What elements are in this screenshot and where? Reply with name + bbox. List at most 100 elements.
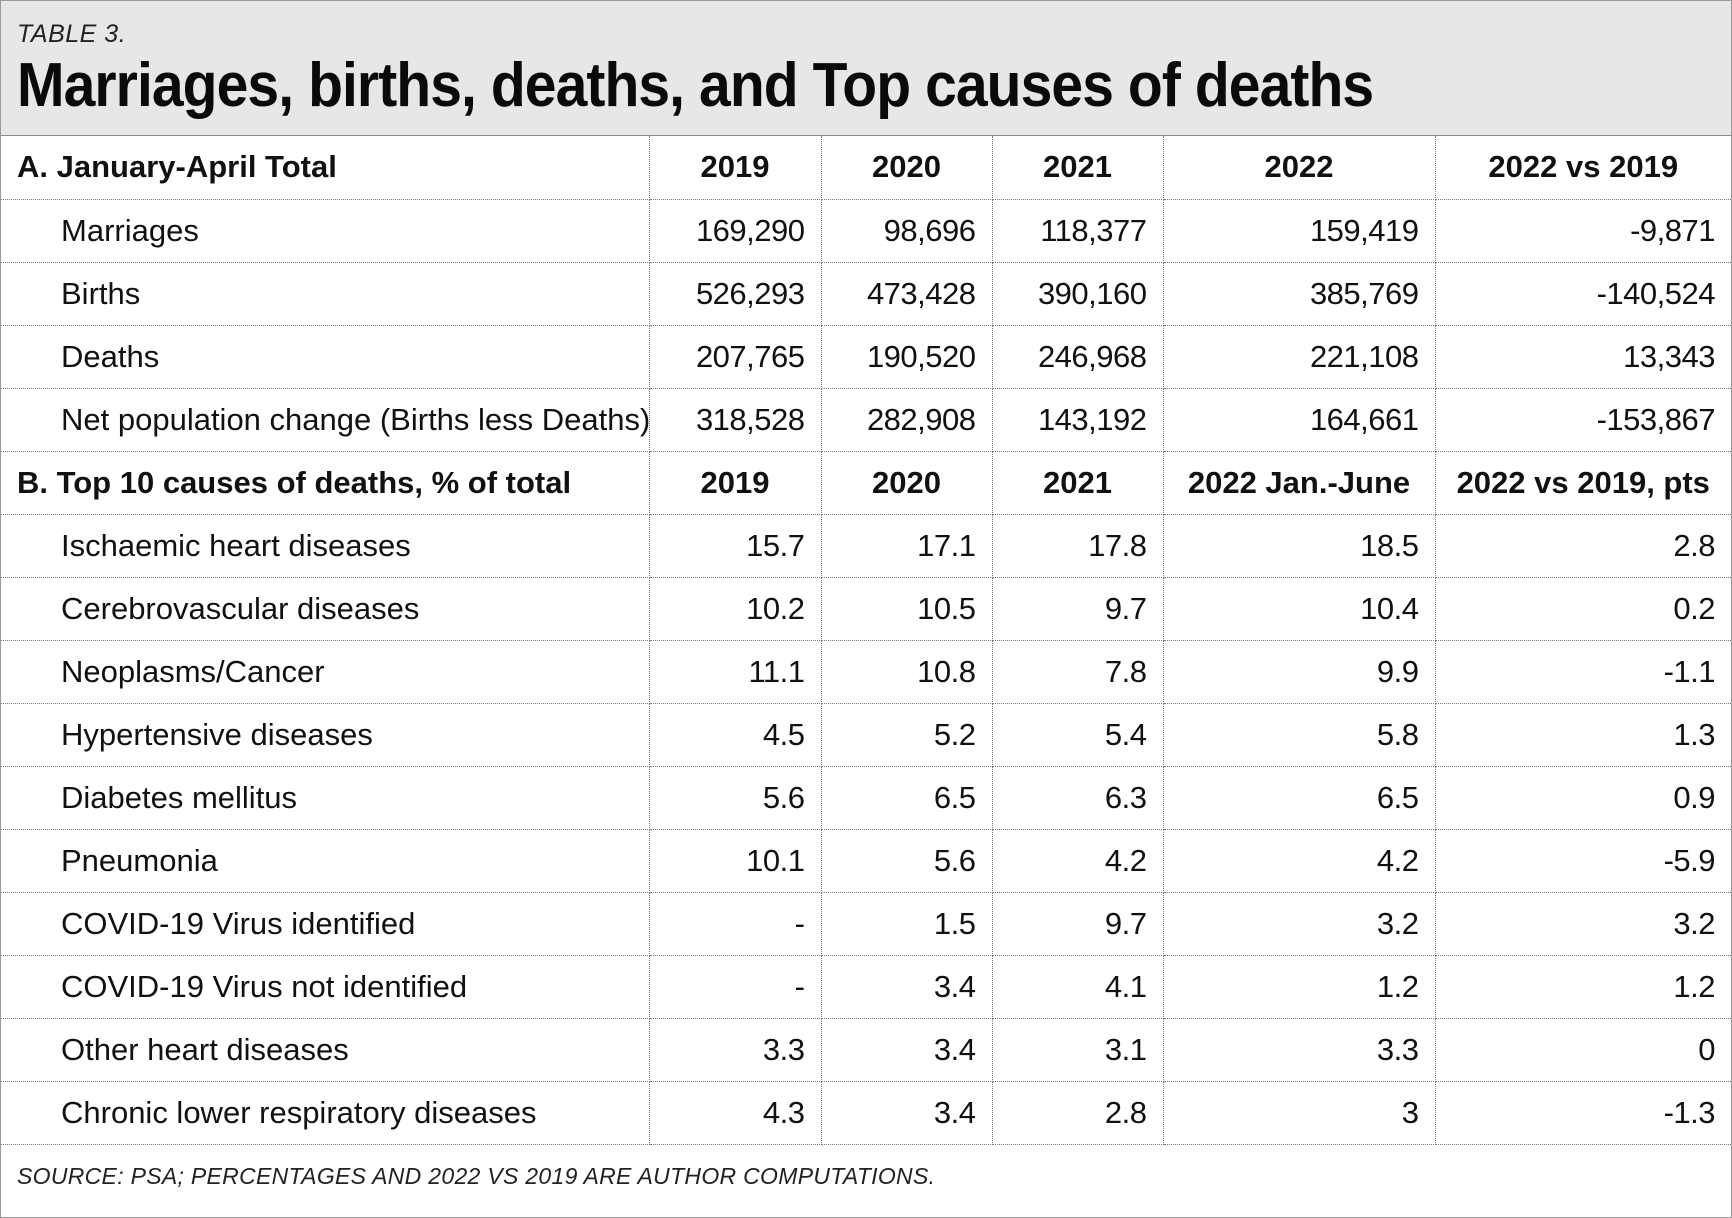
table-cell: 3 (1163, 1081, 1436, 1145)
table-cell: 1.5 (821, 892, 993, 956)
table-cell: 17.1 (821, 514, 993, 578)
table-cell: 10.2 (649, 577, 822, 641)
table-cell: 385,769 (1163, 262, 1436, 326)
table-row: Cerebrovascular diseases 10.2 10.5 9.7 10.4 0… (1, 577, 1731, 641)
column-header: 2020 (821, 136, 993, 200)
table-cell: -1.3 (1435, 1081, 1731, 1145)
table-cell: 3.4 (821, 1081, 993, 1145)
table-cell: 15.7 (649, 514, 822, 578)
table-cell: 1.2 (1435, 955, 1731, 1019)
table-row: Diabetes mellitus 5.6 6.5 6.3 6.5 0.9 (1, 766, 1731, 830)
row-label: Diabetes mellitus (1, 766, 650, 830)
table-cell: 10.4 (1163, 577, 1436, 641)
table-cell: 159,419 (1163, 199, 1436, 263)
table-cell: 5.4 (992, 703, 1164, 767)
table-cell: 143,192 (992, 388, 1164, 452)
table-cell: 390,160 (992, 262, 1164, 326)
table-cell: 5.6 (821, 829, 993, 893)
table-row: COVID-19 Virus not identified -3.4 4.1 1.2 1… (1, 955, 1731, 1019)
row-label: Ischaemic heart diseases (1, 514, 650, 578)
table-row: Neoplasms/Cancer 11.1 10.8 7.8 9.9 -1.1 (1, 640, 1731, 704)
table-row: Net population change (Births less Death… (1, 388, 1731, 452)
table-cell: 2.8 (1435, 514, 1731, 578)
row-label: Marriages (1, 199, 650, 263)
table-cell: 98,696 (821, 199, 993, 263)
table-cell: 6.5 (1163, 766, 1436, 830)
table-cell: 10.5 (821, 577, 993, 641)
row-label: Chronic lower respiratory diseases (1, 1081, 650, 1145)
column-header: 2021 (992, 451, 1164, 515)
table-row: Pneumonia 10.1 5.6 4.2 4.2 -5.9 (1, 829, 1731, 893)
table-cell: 11.1 (649, 640, 822, 704)
row-label: COVID-19 Virus not identified (1, 955, 650, 1019)
table-cell: 7.8 (992, 640, 1164, 704)
table-cell: 5.8 (1163, 703, 1436, 767)
table-cell: 473,428 (821, 262, 993, 326)
row-label: Cerebrovascular diseases (1, 577, 650, 641)
row-label: Deaths (1, 325, 650, 389)
section-heading: A. January-April Total (1, 136, 650, 200)
table-cell: 1.2 (1163, 955, 1436, 1019)
table-cell: -153,867 (1435, 388, 1731, 452)
row-label: Net population change (Births less Death… (1, 388, 650, 452)
row-label: Hypertensive diseases (1, 703, 650, 767)
table-cell: 4.3 (649, 1081, 822, 1145)
table-cell: 9.9 (1163, 640, 1436, 704)
column-header: 2021 (992, 136, 1164, 200)
table-cell: 318,528 (649, 388, 822, 452)
column-header: 2022 vs 2019 (1435, 136, 1731, 200)
section-a-header-row: A. January-April Total 2019 2020 2021 2022 20… (1, 136, 1731, 200)
table-cell: -140,524 (1435, 262, 1731, 326)
table-cell: 169,290 (649, 199, 822, 263)
table-row: Chronic lower respiratory diseases 4.3 3.4… (1, 1081, 1731, 1145)
table-cell: 18.5 (1163, 514, 1436, 578)
table-cell: 221,108 (1163, 325, 1436, 389)
column-header: 2019 (649, 136, 822, 200)
table-cell: 1.3 (1435, 703, 1731, 767)
table-cell: 9.7 (992, 892, 1164, 956)
table-cell: 0 (1435, 1018, 1731, 1082)
table-cell: 0.9 (1435, 766, 1731, 830)
table-row: Marriages 169,290 98,696 118,377 159,419 -9,8… (1, 199, 1731, 263)
data-table: A. January-April Total 2019 2020 2021 2022 20… (1, 136, 1731, 1145)
row-label: Other heart diseases (1, 1018, 650, 1082)
table-cell: 118,377 (992, 199, 1164, 263)
table-cell: -1.1 (1435, 640, 1731, 704)
table-row: Hypertensive diseases 4.5 5.2 5.4 5.8 1.3 (1, 703, 1731, 767)
table-cell: 10.8 (821, 640, 993, 704)
table-cell: 10.1 (649, 829, 822, 893)
table-row: Deaths 207,765 190,520 246,968 221,108 13,343 (1, 325, 1731, 389)
table-row: Ischaemic heart diseases 15.7 17.1 17.8 18.5… (1, 514, 1731, 578)
table-cell: 3.3 (649, 1018, 822, 1082)
column-header: 2022 vs 2019, pts (1435, 451, 1731, 515)
table-cell: 190,520 (821, 325, 993, 389)
table-cell: 17.8 (992, 514, 1164, 578)
table-cell: 13,343 (1435, 325, 1731, 389)
table-cell: 282,908 (821, 388, 993, 452)
table-cell: 4.2 (1163, 829, 1436, 893)
row-label: Births (1, 262, 650, 326)
table-cell: 207,765 (649, 325, 822, 389)
table-cell: -9,871 (1435, 199, 1731, 263)
table-cell: 4.5 (649, 703, 822, 767)
column-header: 2019 (649, 451, 822, 515)
table-cell: 6.5 (821, 766, 993, 830)
row-label: COVID-19 Virus identified (1, 892, 650, 956)
table-row: COVID-19 Virus identified -1.5 9.7 3.2 3.2 (1, 892, 1731, 956)
figure-header: TABLE 3. Marriages, births, deaths, and … (1, 1, 1731, 136)
row-label: Neoplasms/Cancer (1, 640, 650, 704)
table-cell: -5.9 (1435, 829, 1731, 893)
table-row: Births 526,293 473,428 390,160 385,769 -140,5… (1, 262, 1731, 326)
table-row: Other heart diseases 3.3 3.4 3.1 3.3 0 (1, 1018, 1731, 1082)
column-header: 2020 (821, 451, 993, 515)
table-cell: 5.2 (821, 703, 993, 767)
section-b-header-row: B. Top 10 causes of deaths, % of total 20… (1, 451, 1731, 515)
column-header: 2022 (1163, 136, 1436, 200)
table-cell: 3.4 (821, 1018, 993, 1082)
table-cell: 3.2 (1163, 892, 1436, 956)
source-note: SOURCE: PSA; PERCENTAGES AND 2022 VS 201… (17, 1162, 936, 1189)
table-cell: 5.6 (649, 766, 822, 830)
table-cell: 3.2 (1435, 892, 1731, 956)
column-header: 2022 Jan.-June (1163, 451, 1436, 515)
table-cell: 9.7 (992, 577, 1164, 641)
